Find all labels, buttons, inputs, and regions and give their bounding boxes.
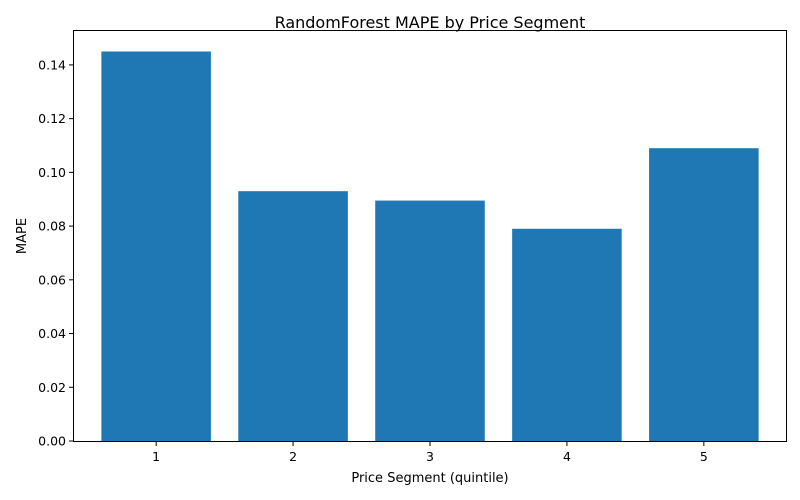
x-tick-label: 4	[563, 449, 571, 464]
bar-segment-2	[238, 191, 348, 441]
y-axis-ticks: 0.00 0.02 0.04 0.06 0.08 0.10 0.12 0.14	[38, 57, 74, 449]
bar-segment-5	[649, 148, 759, 441]
bars-group	[101, 51, 759, 442]
y-tick-label: 0.14	[38, 57, 66, 72]
x-tick-label: 3	[426, 449, 434, 464]
chart-title: RandomForest MAPE by Price Segment	[275, 13, 586, 32]
bar-segment-1	[101, 51, 211, 442]
x-tick-label: 5	[700, 449, 708, 464]
x-tick-label: 2	[289, 449, 297, 464]
y-tick-label: 0.02	[38, 380, 66, 395]
y-tick-label: 0.06	[38, 272, 66, 287]
x-axis-label: Price Segment (quintile)	[351, 471, 508, 486]
y-tick-label: 0.00	[38, 434, 66, 449]
bar-segment-3	[375, 200, 485, 441]
x-tick-label: 1	[152, 449, 160, 464]
y-tick-label: 0.12	[38, 111, 66, 126]
y-tick-label: 0.08	[38, 219, 66, 234]
y-tick-label: 0.10	[38, 165, 66, 180]
y-axis-label: MAPE	[15, 218, 30, 254]
y-tick-label: 0.04	[38, 326, 66, 341]
bar-segment-4	[512, 228, 622, 441]
plot-frame	[73, 30, 787, 442]
